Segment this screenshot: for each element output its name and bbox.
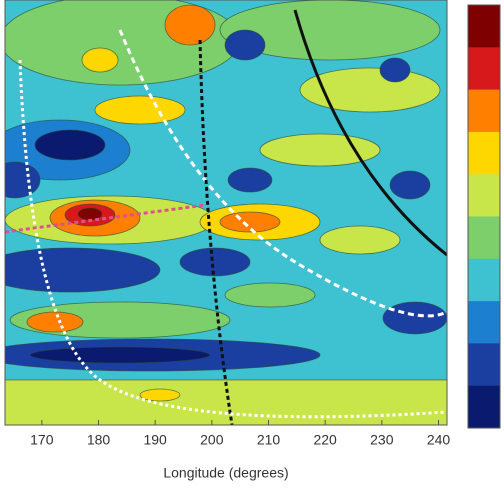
colorbar-segment: [468, 385, 500, 429]
colorbar-frame: [467, 4, 501, 429]
x-axis-label: Longitude (degrees): [163, 465, 288, 481]
x-tick-label: 180: [87, 432, 111, 448]
x-tick-label: 220: [313, 432, 337, 448]
colorbar-segment: [468, 131, 500, 175]
colorbar-segment: [468, 343, 500, 387]
colorbar-segment: [468, 174, 500, 217]
colorbar-segment: [468, 258, 500, 302]
x-tick-label: 240: [427, 432, 451, 448]
colorbar-segment: [468, 5, 500, 48]
x-tick-label: 200: [200, 432, 224, 448]
x-tick-label: 170: [30, 432, 54, 448]
colorbar: [468, 5, 500, 429]
colorbar-segment: [468, 301, 500, 344]
colorbar-segment: [468, 47, 500, 91]
colorbar-segment: [468, 89, 500, 133]
plot-frame: [4, 0, 448, 426]
x-tick-label: 230: [370, 432, 394, 448]
x-tick-label: 190: [143, 432, 167, 448]
contour-field: [5, 0, 447, 425]
x-tick-label: 210: [257, 432, 281, 448]
colorbar-segment: [468, 216, 500, 260]
